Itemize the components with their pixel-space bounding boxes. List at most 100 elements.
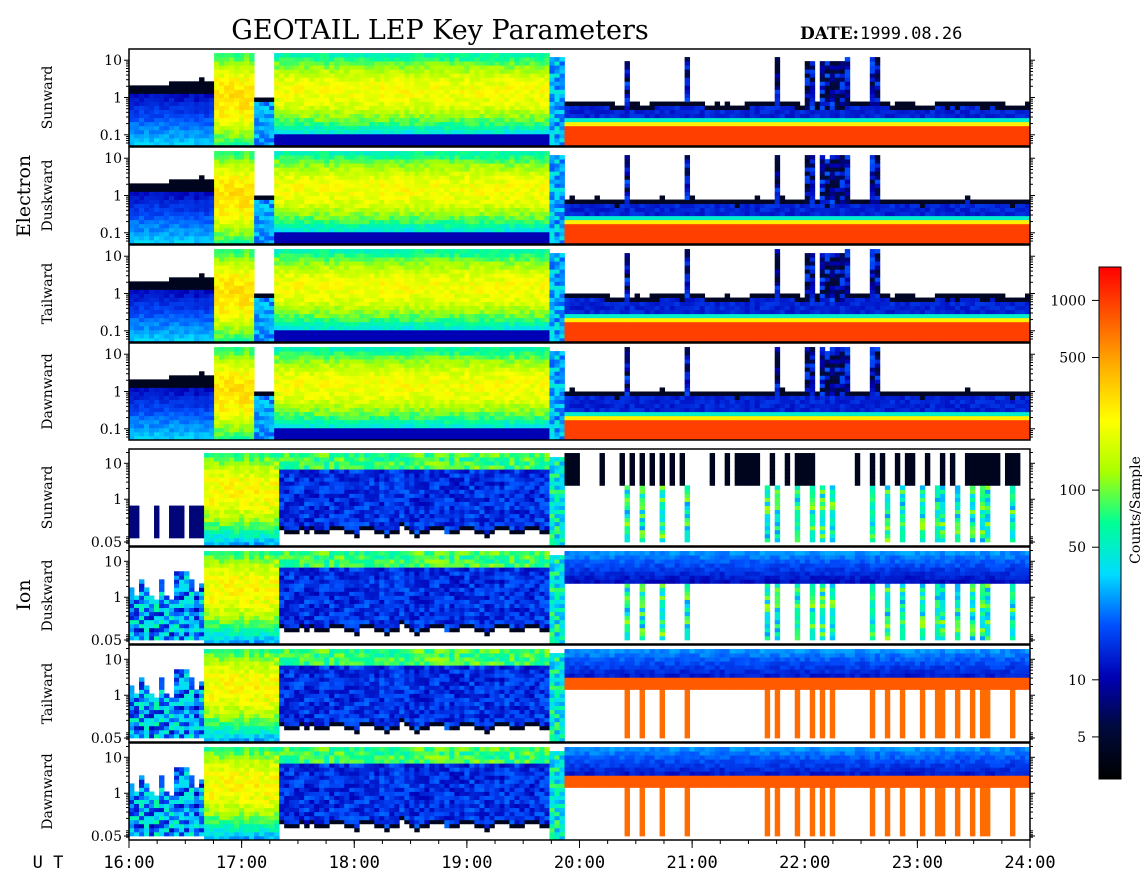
heatmap-cell: [189, 93, 194, 97]
heatmap-cell: [775, 122, 780, 126]
heatmap-cell: [519, 122, 524, 126]
heatmap-cell: [434, 130, 439, 134]
heatmap-cell: [219, 102, 224, 106]
heatmap-cell: [650, 134, 655, 138]
heatmap-cell: [449, 57, 454, 61]
heatmap-cell: [174, 114, 179, 118]
heatmap-cell: [384, 81, 389, 85]
heatmap-cell: [950, 130, 955, 134]
heatmap-cell: [875, 57, 880, 61]
heatmap-cell: [449, 171, 454, 175]
heatmap-cell: [289, 73, 294, 77]
heatmap-cell: [439, 236, 444, 240]
heatmap-cell: [354, 155, 359, 159]
heatmap-cell: [559, 110, 564, 114]
heatmap-cell: [454, 167, 459, 171]
heatmap-cell: [179, 114, 184, 118]
heatmap-cell: [289, 163, 294, 167]
heatmap-cell: [434, 65, 439, 69]
heatmap-cell: [134, 85, 139, 89]
heatmap-cell: [474, 106, 479, 110]
heatmap-cell: [870, 102, 875, 106]
heatmap-cell: [394, 171, 399, 175]
heatmap-cell: [159, 138, 164, 142]
heatmap-cell: [364, 126, 369, 130]
heatmap-cell: [404, 98, 409, 102]
heatmap-cell: [299, 134, 304, 138]
heatmap-cell: [304, 138, 309, 142]
heatmap-cell: [519, 98, 524, 102]
heatmap-cell: [169, 196, 174, 200]
heatmap-cell: [274, 57, 279, 61]
heatmap-cell: [369, 122, 374, 126]
heatmap-cell: [389, 175, 394, 179]
heatmap-cell: [459, 208, 464, 212]
heatmap-cell: [289, 179, 294, 183]
heatmap-cell: [274, 155, 279, 159]
heatmap-cell: [574, 102, 579, 106]
heatmap-cell: [665, 110, 670, 114]
heatmap-cell: [955, 110, 960, 114]
heatmap-cell: [449, 118, 454, 122]
heatmap-cell: [785, 130, 790, 134]
heatmap-cell: [690, 110, 695, 114]
heatmap-cell: [675, 126, 680, 130]
heatmap-cell: [454, 138, 459, 142]
heatmap-cell: [149, 126, 154, 130]
heatmap-cell: [224, 93, 229, 97]
heatmap-cell: [399, 110, 404, 114]
heatmap-cell: [459, 102, 464, 106]
heatmap-cell: [384, 130, 389, 134]
heatmap-cell: [354, 53, 359, 57]
heatmap-cell: [580, 224, 585, 228]
heatmap-cell: [509, 126, 514, 130]
heatmap-cell: [279, 224, 284, 228]
heatmap-cell: [650, 130, 655, 134]
heatmap-cell: [284, 126, 289, 130]
heatmap-cell: [229, 171, 234, 175]
heatmap-cell: [454, 224, 459, 228]
heatmap-cell: [840, 102, 845, 106]
heatmap-cell: [514, 171, 519, 175]
heatmap-cell: [209, 126, 214, 130]
heatmap-cell: [404, 65, 409, 69]
heatmap-cell: [399, 171, 404, 175]
heatmap-cell: [399, 138, 404, 142]
heatmap-cell: [334, 171, 339, 175]
heatmap-cell: [319, 208, 324, 212]
heatmap-cell: [414, 138, 419, 142]
heatmap-cell: [875, 114, 880, 118]
heatmap-cell: [559, 175, 564, 179]
heatmap-cell: [885, 110, 890, 114]
heatmap-cell: [239, 196, 244, 200]
heatmap-cell: [529, 102, 534, 106]
heatmap-cell: [1000, 138, 1005, 142]
heatmap-cell: [464, 224, 469, 228]
heatmap-cell: [364, 224, 369, 228]
heatmap-cell: [474, 212, 479, 216]
heatmap-cell: [690, 138, 695, 142]
heatmap-cell: [544, 138, 549, 142]
heatmap-cell: [600, 110, 605, 114]
heatmap-cell: [204, 183, 209, 187]
heatmap-cell: [244, 179, 249, 183]
heatmap-cell: [915, 114, 920, 118]
heatmap-cell: [835, 134, 840, 138]
heatmap-cell: [339, 175, 344, 179]
heatmap-cell: [920, 130, 925, 134]
heatmap-cell: [424, 98, 429, 102]
heatmap-cell: [159, 110, 164, 114]
heatmap-cell: [795, 126, 800, 130]
heatmap-cell: [409, 93, 414, 97]
heatmap-cell: [199, 232, 204, 236]
heatmap-cell: [404, 118, 409, 122]
heatmap-cell: [514, 191, 519, 195]
heatmap-cell: [219, 134, 224, 138]
heatmap-cell: [559, 179, 564, 183]
heatmap-cell: [389, 93, 394, 97]
heatmap-cell: [449, 159, 454, 163]
heatmap-cell: [329, 130, 334, 134]
heatmap-cell: [444, 191, 449, 195]
heatmap-cell: [404, 102, 409, 106]
heatmap-cell: [534, 220, 539, 224]
